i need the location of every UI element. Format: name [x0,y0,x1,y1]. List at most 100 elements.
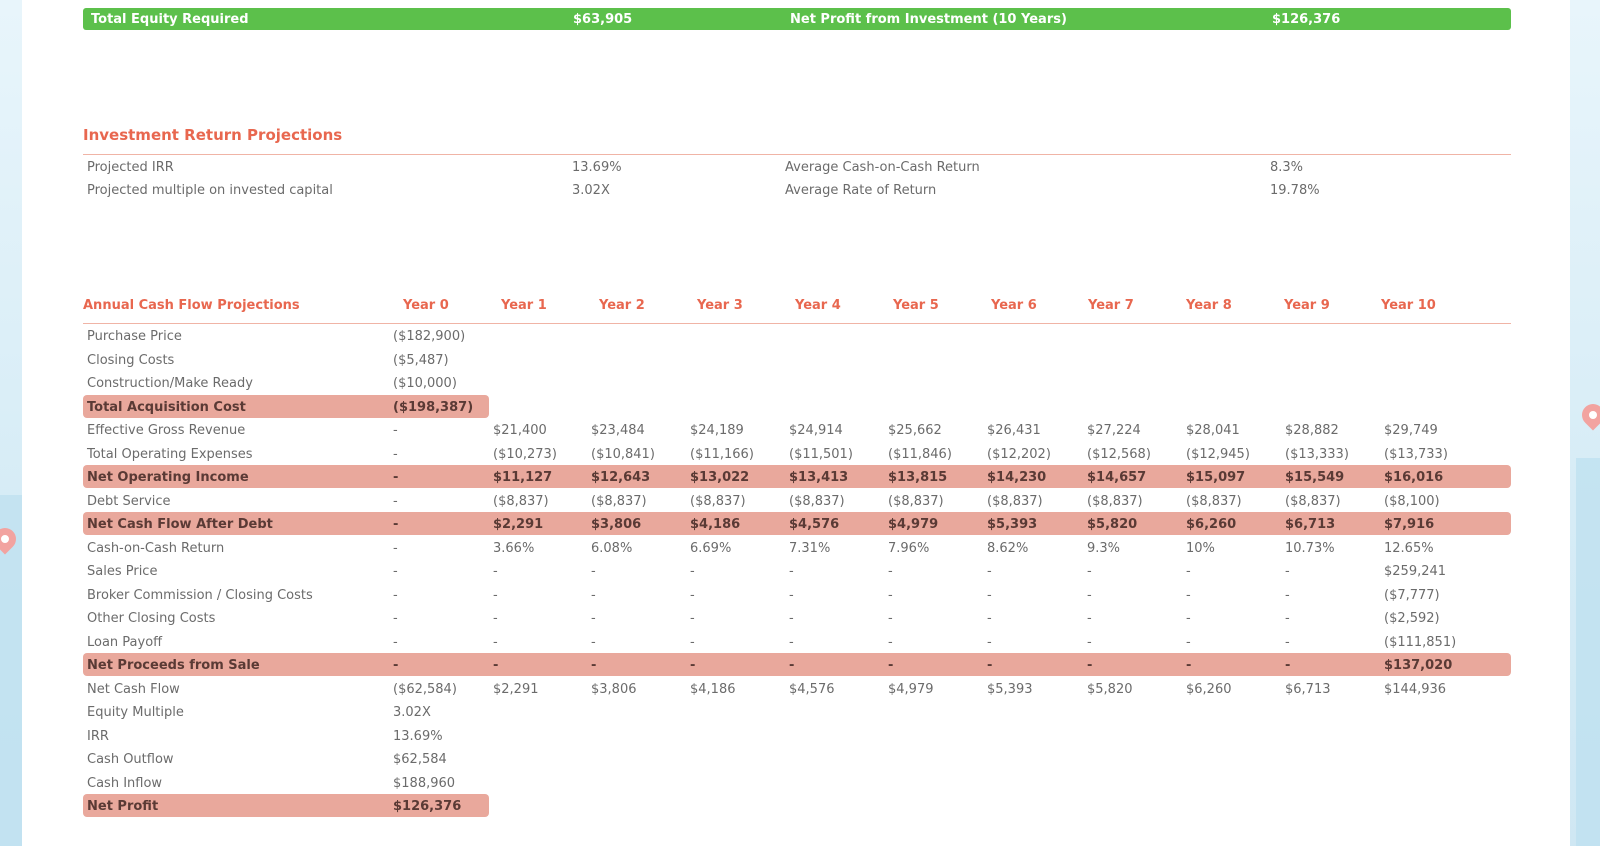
table-row: Construction/Make Ready ($10,000) [83,371,1511,395]
cashflow-title: Annual Cash Flow Projections [83,298,300,313]
table-row: Closing Costs ($5,487) [83,348,1511,372]
table-cell: $5,393 [987,681,1033,697]
table-cell: $3,806 [591,517,642,532]
table-cell: - [591,611,596,626]
year-header: Year 9 [1284,298,1330,313]
table-cell: $4,186 [690,517,741,532]
table-cell: $137,020 [1384,658,1453,673]
table-cell: $4,979 [888,681,934,697]
row-label: Cash Inflow [87,775,163,791]
table-cell: - [393,540,398,556]
row-label: Closing Costs [87,352,175,368]
table-cell: 6.08% [591,540,633,556]
table-cell: - [1186,658,1192,673]
table-cell: $259,241 [1384,564,1447,579]
table-cell: $15,549 [1285,470,1345,485]
table-cell: - [987,587,992,603]
table-cell: - [987,658,993,673]
table-cell: $28,882 [1285,423,1339,438]
table-cell: - [690,634,695,650]
table-cell: $14,230 [987,470,1047,485]
highlighted-row: Net Operating Income - $11,127 $12,643 $13,0… [83,465,1511,489]
row-label: Construction/Make Ready [87,376,253,391]
table-row: Sales Price - - - - - - - - - - $259,241 [83,559,1511,583]
table-cell: ($182,900) [393,329,466,344]
highlighted-row: Net Cash Flow After Debt - $2,291 $3,806 $4,… [83,512,1511,536]
table-row: Equity Multiple 3.02X [83,700,1511,724]
year-header: Year 8 [1186,298,1232,313]
table-cell: ($198,387) [393,399,474,415]
table-row: Other Closing Costs - - - - - - - - - - ($2,592) [83,606,1511,630]
map-pin-icon [1577,399,1600,431]
table-cell: $4,576 [789,517,840,532]
table-cell: ($13,733) [1384,446,1448,462]
table-cell: $62,584 [393,752,447,767]
table-cell: 13.69% [393,728,443,744]
row-label: IRR [87,728,109,744]
table-cell: ($11,846) [888,446,952,462]
row-label: Total Acquisition Cost [87,399,246,415]
row-label: Cash Outflow [87,752,174,767]
table-cell: ($8,837) [493,493,549,509]
table-cell: $3,806 [591,681,637,697]
table-cell: $24,189 [690,423,744,438]
table-cell: - [591,634,596,650]
table-row: Broker Commission / Closing Costs - - - - - - -… [83,583,1511,607]
table-row: Loan Payoff - - - - - - - - - - ($111,851) [83,630,1511,654]
table-cell: - [789,658,795,673]
table-row: Purchase Price ($182,900) [83,324,1511,348]
table-cell: - [888,634,893,650]
table-cell: $26,431 [987,423,1041,438]
year-header: Year 2 [599,298,645,313]
table-cell: - [1087,587,1092,603]
year-header: Year 6 [991,298,1037,313]
table-cell: 9.3% [1087,540,1121,556]
table-cell: $4,979 [888,517,939,532]
table-cell: - [789,611,794,626]
table-cell: - [1285,587,1290,603]
ror-label: Average Rate of Return [785,183,937,198]
table-cell: 7.96% [888,540,930,556]
table-row: Cash Outflow $62,584 [83,747,1511,771]
highlighted-row: Net Profit $126,376 [83,794,1511,818]
table-cell: ($5,487) [393,352,449,368]
year-header: Year 5 [893,298,939,313]
table-cell: ($8,100) [1384,493,1440,509]
table-cell: $6,260 [1186,517,1237,532]
highlighted-row: Net Proceeds from Sale - - - - - - - - - - $137,020 [83,653,1511,677]
table-row: Net Cash Flow ($62,584) $2,291 $3,806 $4,186… [83,677,1511,701]
table-cell: $21,400 [493,423,547,438]
table-cell: $7,916 [1384,517,1435,532]
table-cell: $13,022 [690,470,750,485]
table-cell: - [393,634,398,650]
table-cell: - [888,587,893,603]
table-cell: $23,484 [591,423,645,438]
table-cell: - [987,564,992,579]
returns-title: Investment Return Projections [83,126,343,144]
year-header: Year 1 [501,298,547,313]
table-cell: $25,662 [888,423,942,438]
row-label: Effective Gross Revenue [87,423,246,438]
table-cell: - [1087,634,1092,650]
table-cell: ($12,202) [987,446,1051,462]
table-cell: ($8,837) [1186,493,1242,509]
table-cell: $6,260 [1186,681,1232,697]
table-cell: - [789,564,794,579]
row-label: Net Cash Flow [87,681,180,697]
table-row: Total Operating Expenses - ($10,273) ($10,8… [83,442,1511,466]
table-cell: - [690,587,695,603]
background-right-panel [1570,0,1600,846]
row-highlight [83,794,489,817]
row-label: Broker Commission / Closing Costs [87,587,313,603]
equity-value: $63,905 [573,12,633,27]
table-cell: $13,815 [888,470,948,485]
year-header: Year 7 [1088,298,1134,313]
equity-label: Total Equity Required [91,12,249,27]
profit-value: $126,376 [1272,12,1341,27]
row-label: Net Cash Flow After Debt [87,517,273,532]
table-cell: 6.69% [690,540,732,556]
multiple-value: 3.02X [572,183,610,198]
table-cell: ($11,166) [690,446,754,462]
table-cell: - [789,634,794,650]
table-cell: - [1186,587,1191,603]
